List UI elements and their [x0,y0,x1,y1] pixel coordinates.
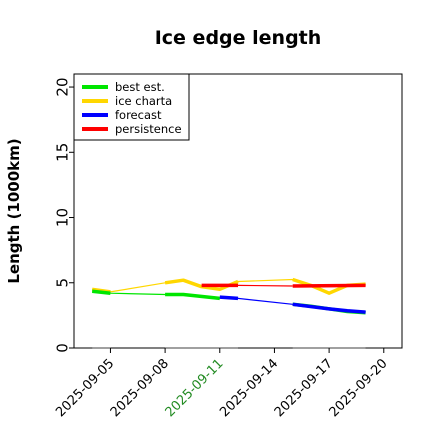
y-tick-label-15: 15 [53,143,71,162]
y-axis-label: Length (1000km) [5,138,23,283]
legend-label-ice-charta: ice charta [115,94,172,108]
y-tick-label-10: 10 [53,208,71,227]
y-tick-label-5: 5 [53,278,71,288]
series-forecast-segment-2 [292,302,366,314]
y-tick-label-20: 20 [53,78,71,97]
chart-title: Ice edge length [155,27,322,49]
x-axis: 2025-09-052025-09-082025-09-112025-09-14… [53,348,391,420]
series-persistence-connector [237,284,293,287]
series-best-est-segment-2 [165,292,220,301]
series-forecast-segment-1 [219,295,239,301]
legend-label-forecast: forecast [115,108,162,122]
x-tick-label-2025-09-20: 2025-09-20 [327,356,391,420]
y-axis: 0 5 10 15 20 [53,78,74,353]
legend-label-persistence: persistence [115,122,182,136]
series-best-est-segment-1 [92,289,111,295]
y-tick-label-0: 0 [53,343,71,353]
legend-label-best-est: best est. [115,80,165,94]
series-persistence-segment-2 [292,283,366,288]
series-layer [91,277,366,315]
